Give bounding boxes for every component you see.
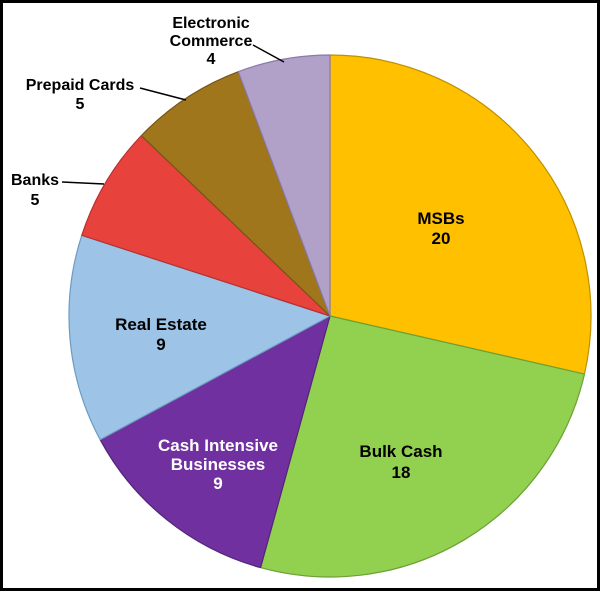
leader-line-prepaid-cards	[139, 87, 187, 101]
slice-label-prepaid-cards: Prepaid Cards 5	[26, 77, 135, 113]
pie-chart-svg: MSBs 20 Bulk Cash 18 Cash Intensive Businesse…	[11, 15, 592, 578]
pie-slice-banks	[81, 135, 331, 317]
slice-label-electronic-commerce: Electronic Commerce 4	[170, 15, 253, 68]
slice-label-msbs: MSBs 20	[417, 209, 464, 248]
slice-label-bulk-cash: Bulk Cash 18	[359, 442, 442, 482]
pie-slice-bulk-cash	[259, 315, 586, 578]
pie-slice-real-estate	[68, 234, 331, 441]
leader-line-electronic-commerce	[252, 44, 285, 63]
pie-slice-electronic-commerce	[237, 54, 331, 317]
leader-line-banks	[61, 181, 105, 185]
slice-label-cash-intensive-businesses: Cash Intensive Businesses 9	[158, 436, 278, 493]
slice-label-real-estate: Real Estate 9	[115, 315, 207, 354]
slice-label-banks: Banks 5	[11, 172, 59, 209]
pie-slice-msbs	[329, 54, 592, 375]
pie-slice-prepaid-cards	[140, 71, 331, 317]
pie-slice-cash-intensive-businesses	[99, 315, 331, 569]
